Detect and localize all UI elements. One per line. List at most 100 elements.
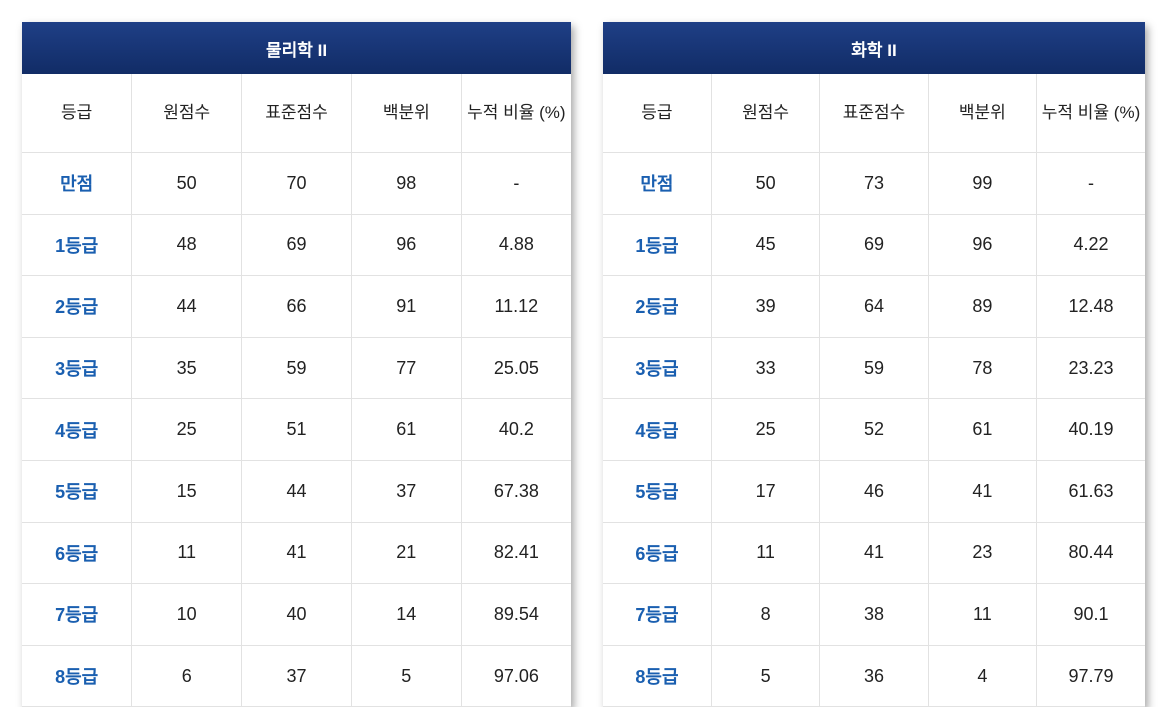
column-header: 백분위	[351, 74, 462, 153]
column-header: 표준점수	[819, 74, 929, 153]
value-cell: 33	[711, 337, 821, 400]
value-cell: 97.79	[1036, 645, 1145, 707]
value-cell: 37	[351, 460, 462, 523]
grade-cell: 만점	[603, 152, 712, 215]
value-cell: 11.12	[461, 275, 571, 338]
table-row: 7등급 8 38 11 90.1	[603, 583, 1145, 646]
value-cell: 6	[131, 645, 243, 707]
value-cell: -	[461, 152, 571, 215]
column-header: 원점수	[131, 74, 243, 153]
grade-cell: 3등급	[603, 337, 712, 400]
value-cell: 96	[351, 214, 462, 277]
value-cell: 40	[241, 583, 352, 646]
value-cell: 5	[711, 645, 821, 707]
grade-cell: 2등급	[22, 275, 133, 338]
grade-cell: 5등급	[603, 460, 712, 523]
value-cell: 96	[928, 214, 1038, 277]
table-row: 5등급 17 46 41 61.63	[603, 460, 1145, 523]
grade-cell: 8등급	[603, 645, 712, 707]
column-header: 누적 비율 (%)	[461, 74, 571, 153]
value-cell: 69	[819, 214, 929, 277]
value-cell: 40.19	[1036, 398, 1145, 461]
physics-2-table: 물리학 II 등급 원점수 표준점수 백분위 누적 비율 (%) 만점 50 70 98-1등급 4…	[22, 22, 571, 707]
value-cell: 52	[819, 398, 929, 461]
value-cell: -	[1036, 152, 1145, 215]
value-cell: 69	[241, 214, 352, 277]
value-cell: 40.2	[461, 398, 571, 461]
value-cell: 17	[711, 460, 821, 523]
value-cell: 59	[241, 337, 352, 400]
table-row: 만점 50 70 98-	[22, 152, 571, 215]
value-cell: 59	[819, 337, 929, 400]
value-cell: 23	[928, 522, 1038, 585]
value-cell: 35	[131, 337, 243, 400]
value-cell: 61.63	[1036, 460, 1145, 523]
value-cell: 78	[928, 337, 1038, 400]
value-cell: 37	[241, 645, 352, 707]
value-cell: 66	[241, 275, 352, 338]
value-cell: 14	[351, 583, 462, 646]
table-row: 8등급 5 36 4 97.79	[603, 645, 1145, 707]
value-cell: 44	[241, 460, 352, 523]
value-cell: 80.44	[1036, 522, 1145, 585]
grade-cell: 1등급	[603, 214, 712, 277]
value-cell: 73	[819, 152, 929, 215]
grade-cell: 1등급	[22, 214, 133, 277]
value-cell: 25.05	[461, 337, 571, 400]
column-header: 표준점수	[241, 74, 352, 153]
grade-cell: 3등급	[22, 337, 133, 400]
value-cell: 38	[819, 583, 929, 646]
table-row: 8등급 6 37 5 97.06	[22, 645, 571, 707]
column-header: 백분위	[928, 74, 1038, 153]
value-cell: 4.88	[461, 214, 571, 277]
column-header: 등급	[22, 74, 133, 153]
value-cell: 11	[131, 522, 243, 585]
value-cell: 41	[241, 522, 352, 585]
table-row: 4등급 25 52 61 40.19	[603, 398, 1145, 461]
grade-cell: 6등급	[22, 522, 133, 585]
table-row: 5등급 15 44 37 67.38	[22, 460, 571, 523]
value-cell: 11	[711, 522, 821, 585]
value-cell: 67.38	[461, 460, 571, 523]
value-cell: 23.23	[1036, 337, 1145, 400]
value-cell: 11	[928, 583, 1038, 646]
value-cell: 97.06	[461, 645, 571, 707]
table-title: 물리학 II	[22, 22, 571, 74]
value-cell: 50	[711, 152, 821, 215]
grade-cell: 8등급	[22, 645, 133, 707]
value-cell: 99	[928, 152, 1038, 215]
table-row: 1등급 48 69 96 4.88	[22, 214, 571, 277]
table-row: 7등급 10 40 14 89.54	[22, 583, 571, 646]
value-cell: 50	[131, 152, 243, 215]
value-cell: 90.1	[1036, 583, 1145, 646]
value-cell: 10	[131, 583, 243, 646]
value-cell: 77	[351, 337, 462, 400]
value-cell: 25	[711, 398, 821, 461]
value-cell: 89.54	[461, 583, 571, 646]
value-cell: 70	[241, 152, 352, 215]
table-row: 6등급 11 41 21 82.41	[22, 522, 571, 585]
value-cell: 4	[928, 645, 1038, 707]
grade-cell: 만점	[22, 152, 133, 215]
grade-cell: 4등급	[603, 398, 712, 461]
chemistry-2-table: 화학 II 등급 원점수 표준점수 백분위 누적 비율 (%) 만점 50 73 99-1등급 45…	[603, 22, 1145, 707]
table-row: 2등급 44 66 91 11.12	[22, 275, 571, 338]
table-row: 1등급 45 69 96 4.22	[603, 214, 1145, 277]
value-cell: 61	[928, 398, 1038, 461]
value-cell: 91	[351, 275, 462, 338]
value-cell: 21	[351, 522, 462, 585]
value-cell: 15	[131, 460, 243, 523]
grade-cell: 4등급	[22, 398, 133, 461]
table-row: 2등급 39 64 89 12.48	[603, 275, 1145, 338]
value-cell: 41	[928, 460, 1038, 523]
column-header: 원점수	[711, 74, 821, 153]
value-cell: 36	[819, 645, 929, 707]
value-cell: 45	[711, 214, 821, 277]
value-cell: 48	[131, 214, 243, 277]
column-header: 누적 비율 (%)	[1036, 74, 1145, 153]
value-cell: 12.48	[1036, 275, 1145, 338]
value-cell: 89	[928, 275, 1038, 338]
grade-cell: 6등급	[603, 522, 712, 585]
value-cell: 98	[351, 152, 462, 215]
value-cell: 25	[131, 398, 243, 461]
